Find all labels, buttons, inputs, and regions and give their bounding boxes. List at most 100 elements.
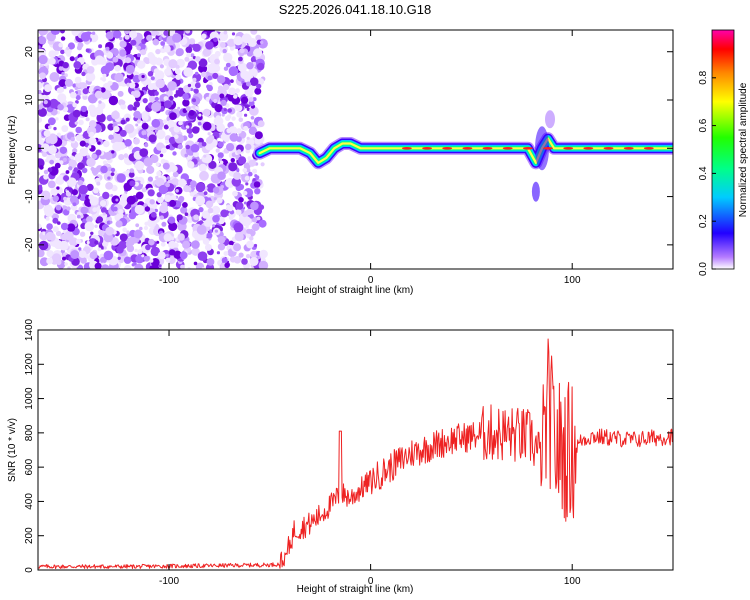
noise-blob bbox=[63, 196, 67, 201]
noise-blob bbox=[58, 42, 63, 48]
noise-blob bbox=[195, 182, 206, 193]
noise-blob bbox=[114, 72, 124, 83]
noise-blob bbox=[259, 249, 268, 259]
noise-blob bbox=[126, 195, 136, 205]
noise-blob bbox=[106, 114, 114, 122]
noise-blob bbox=[187, 217, 194, 224]
noise-blob bbox=[233, 243, 242, 252]
noise-blob bbox=[38, 94, 44, 101]
noise-blob bbox=[147, 83, 155, 91]
colorbar-tick-label: 0.4 bbox=[698, 166, 709, 180]
noise-blob bbox=[117, 90, 124, 97]
noise-blob bbox=[87, 145, 92, 149]
noise-blob bbox=[142, 98, 148, 104]
noise-blob bbox=[223, 66, 229, 71]
noise-blob bbox=[236, 128, 242, 134]
colorbar-ticks: 0.0 0.2 0.4 0.6 0.8 bbox=[698, 70, 716, 276]
noise-blob bbox=[91, 31, 96, 35]
noise-blob bbox=[180, 264, 185, 269]
noise-blob bbox=[215, 115, 221, 120]
noise-blob bbox=[63, 73, 68, 78]
noise-blob bbox=[190, 143, 200, 153]
noise-blob bbox=[143, 225, 149, 231]
noise-blob bbox=[168, 128, 173, 132]
noise-blob bbox=[218, 157, 223, 162]
noise-blob bbox=[73, 167, 79, 173]
noise-blob bbox=[98, 230, 105, 237]
noise-blob bbox=[149, 258, 154, 263]
noise-blob bbox=[197, 114, 203, 121]
noise-blob bbox=[184, 212, 189, 216]
noise-blob bbox=[43, 169, 49, 175]
noise-blob bbox=[81, 71, 86, 77]
noise-blob bbox=[48, 125, 52, 129]
ridge-peak bbox=[603, 147, 614, 150]
snr-panel: -100 0 100 0 200 400 600 800 1000 1200 1400 Heigh… bbox=[7, 318, 674, 595]
noise-blob bbox=[258, 219, 267, 228]
noise-blob bbox=[66, 191, 71, 197]
noise-blob bbox=[96, 181, 101, 186]
noise-blob bbox=[189, 192, 195, 197]
noise-blob bbox=[115, 198, 119, 202]
noise-blob bbox=[87, 94, 98, 104]
noise-blob bbox=[246, 61, 254, 70]
noise-blob bbox=[151, 118, 161, 128]
noise-blob bbox=[249, 77, 259, 86]
noise-blob bbox=[161, 221, 167, 227]
ridge-peak bbox=[522, 147, 533, 150]
noise-blob bbox=[161, 201, 168, 208]
noise-blob bbox=[78, 187, 85, 194]
noise-blob bbox=[51, 253, 62, 263]
noise-blob bbox=[64, 262, 68, 266]
noise-blob bbox=[216, 197, 223, 204]
noise-blob bbox=[196, 225, 207, 235]
spectrogram-x-ticks: -100 0 100 bbox=[159, 30, 581, 286]
noise-blob bbox=[174, 93, 178, 98]
noise-blob bbox=[187, 161, 195, 169]
noise-blob bbox=[241, 33, 252, 44]
noise-blob bbox=[165, 257, 171, 263]
noise-blob bbox=[168, 222, 178, 232]
noise-blob bbox=[61, 71, 65, 76]
noise-blob bbox=[61, 125, 69, 133]
noise-blob bbox=[72, 202, 77, 207]
frequency-ridge bbox=[253, 110, 673, 202]
noise-blob bbox=[226, 128, 232, 134]
noise-blob bbox=[120, 100, 126, 105]
noise-blob bbox=[155, 48, 161, 55]
noise-blob bbox=[58, 65, 64, 71]
noise-blob bbox=[203, 191, 208, 196]
noise-blob bbox=[162, 119, 168, 124]
noise-blob bbox=[50, 30, 61, 35]
colorbar-tick-label: 0.8 bbox=[698, 70, 709, 84]
noise-blob bbox=[89, 131, 95, 138]
noise-blob bbox=[40, 32, 44, 36]
noise-blob bbox=[89, 137, 97, 145]
noise-blob bbox=[128, 171, 135, 178]
noise-blob bbox=[172, 151, 177, 156]
noise-blob bbox=[75, 126, 82, 134]
noise-blob bbox=[233, 222, 244, 233]
noise-blob bbox=[38, 81, 43, 89]
noise-blob bbox=[203, 78, 208, 84]
noise-blob bbox=[178, 120, 183, 126]
noise-blob bbox=[105, 62, 115, 72]
noise-blob bbox=[174, 68, 181, 75]
colorbar-gradient bbox=[711, 29, 735, 270]
noise-blob bbox=[217, 171, 226, 180]
noise-blob bbox=[223, 251, 229, 256]
noise-blob bbox=[102, 212, 106, 216]
noise-blob bbox=[103, 250, 114, 261]
noise-blob bbox=[210, 93, 220, 103]
noise-blob bbox=[112, 206, 118, 212]
noise-blob bbox=[60, 36, 66, 41]
chart-title: S225.2026.041.18.10.G18 bbox=[279, 2, 432, 17]
noise-blob bbox=[248, 100, 255, 107]
noise-blob bbox=[248, 126, 258, 135]
noise-blob bbox=[188, 109, 195, 116]
noise-blob bbox=[38, 117, 43, 123]
noise-blob bbox=[152, 38, 160, 46]
noise-blob bbox=[160, 41, 166, 46]
noise-blob bbox=[242, 190, 248, 196]
noise-blob bbox=[109, 220, 113, 224]
